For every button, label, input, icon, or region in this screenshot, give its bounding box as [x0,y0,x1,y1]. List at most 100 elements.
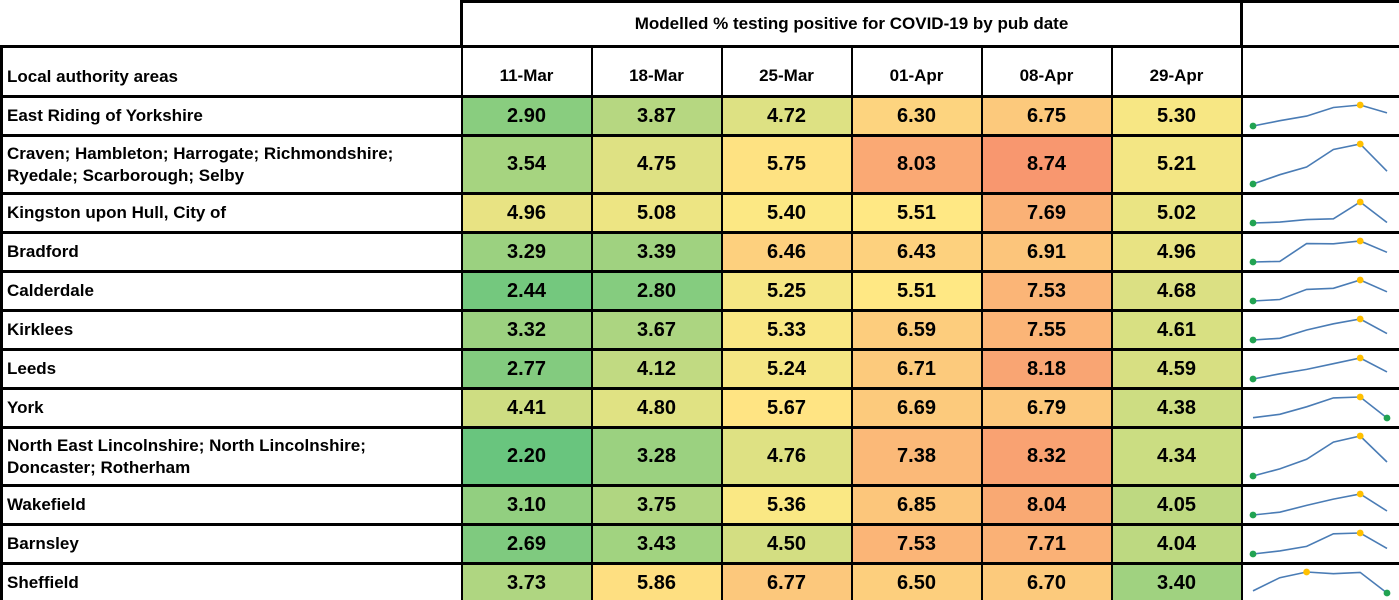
sparkline-cell [1240,270,1399,312]
title-row: Modelled % testing positive for COVID-19… [1,0,1399,48]
table-row: East Riding of Yorkshire 2.90 3.87 4.72 6.30… [0,95,1399,137]
area-label: Calderdale [0,270,463,312]
sparkline-low-marker [1249,258,1256,265]
sparkline-high-marker [1356,490,1364,497]
value-cell: 6.59 [850,309,983,351]
column-header-08-apr: 08-Apr [980,45,1113,98]
area-label: Leeds [0,348,463,390]
table-row: Craven; Hambleton; Harrogate; Richmondsh… [0,134,1399,195]
sparkline-low-marker [1249,511,1256,518]
table-row: Kirklees 3.32 3.67 5.33 6.59 7.55 4.61 [0,309,1399,351]
sparkline-cell [1240,95,1399,137]
value-cell: 2.77 [460,348,593,390]
trend-sparkline [1249,237,1387,265]
column-header-18-mar: 18-Mar [590,45,723,98]
value-cell: 8.74 [980,134,1113,195]
trend-sparkline [1252,393,1390,421]
sparkline-line [1252,492,1387,516]
value-cell: 4.04 [1110,523,1243,565]
value-cell: 5.24 [720,348,853,390]
value-cell: 2.20 [460,426,593,487]
trend-sparkline [1252,568,1390,596]
value-cell: 3.10 [460,484,593,526]
sparkline-line [1252,570,1387,594]
value-cell: 2.69 [460,523,593,565]
trend-sparkline [1249,529,1387,557]
value-cell: 4.76 [720,426,853,487]
area-label: Barnsley [0,523,463,565]
sparkline-high-marker [1356,237,1364,244]
value-cell: 6.75 [980,95,1113,137]
value-cell: 4.12 [590,348,723,390]
column-header-29-apr: 29-Apr [1110,45,1243,98]
column-header-11-mar: 11-Mar [460,45,593,98]
value-cell: 7.53 [980,270,1113,312]
value-cell: 5.25 [720,270,853,312]
sparkline-high-marker [1356,140,1364,147]
value-cell: 6.43 [850,231,983,273]
area-label: Kirklees [0,309,463,351]
value-cell: 3.54 [460,134,593,195]
value-cell: 8.32 [980,426,1113,487]
table-row: Bradford 3.29 3.39 6.46 6.43 6.91 4.96 [0,231,1399,273]
value-cell: 7.71 [980,523,1113,565]
sparkline-low-marker [1249,375,1256,382]
sparkline-low-marker [1249,180,1256,187]
sparkline-line [1252,531,1387,555]
value-cell: 4.05 [1110,484,1243,526]
sparkline-cell [1240,134,1399,195]
sparkline-low-marker [1249,122,1256,129]
sparkline-line [1252,142,1388,185]
value-cell: 4.38 [1110,387,1243,429]
value-cell: 4.50 [720,523,853,565]
trend-sparkline [1249,276,1387,304]
value-cell: 7.69 [980,192,1113,234]
table-title: Modelled % testing positive for COVID-19… [460,0,1243,48]
table-row: York 4.41 4.80 5.67 6.69 6.79 4.38 [0,387,1399,429]
value-cell: 2.90 [460,95,593,137]
value-cell: 3.87 [590,95,723,137]
table-row: Barnsley 2.69 3.43 4.50 7.53 7.71 4.04 [0,523,1399,565]
table-row: Calderdale 2.44 2.80 5.25 5.51 7.53 4.68 [0,270,1399,312]
value-cell: 5.51 [850,270,983,312]
sparkline-high-marker [1356,354,1364,361]
value-cell: 4.96 [1110,231,1243,273]
area-label: York [0,387,463,429]
area-label: Kingston upon Hull, City of [0,192,463,234]
table-row: Leeds 2.77 4.12 5.24 6.71 8.18 4.59 [0,348,1399,390]
trend-sparkline [1249,101,1387,129]
sparkline-column-header-cell [1240,45,1399,98]
value-cell: 6.91 [980,231,1113,273]
value-cell: 3.32 [460,309,593,351]
value-cell: 6.69 [850,387,983,429]
sparkline-line [1252,278,1387,302]
trend-sparkline [1249,432,1388,479]
value-cell: 6.77 [720,562,853,600]
value-cell: 5.36 [720,484,853,526]
sparkline-high-marker [1302,568,1310,575]
sparkline-line [1252,434,1388,477]
value-cell: 2.80 [590,270,723,312]
table-row: Wakefield 3.10 3.75 5.36 6.85 8.04 4.05 [0,484,1399,526]
sparkline-cell [1240,309,1399,351]
value-cell: 6.30 [850,95,983,137]
value-cell: 5.40 [720,192,853,234]
value-cell: 6.79 [980,387,1113,429]
sparkline-high-marker [1356,529,1364,536]
value-cell: 5.30 [1110,95,1243,137]
value-cell: 7.55 [980,309,1113,351]
sparkline-cell [1240,387,1399,429]
sparkline-line [1252,239,1387,263]
column-header-25-mar: 25-Mar [720,45,853,98]
value-cell: 5.08 [590,192,723,234]
table-row: North East Lincolnshire; North Lincolnsh… [0,426,1399,487]
value-cell: 3.75 [590,484,723,526]
sparkline-line [1252,200,1387,224]
sparkline-line [1252,395,1387,419]
value-cell: 6.50 [850,562,983,600]
row-label-header: Local authority areas [0,45,463,98]
header-row: Local authority areas 11-Mar 18-Mar 25-Mar… [0,45,1399,98]
value-cell: 4.68 [1110,270,1243,312]
value-cell: 3.29 [460,231,593,273]
